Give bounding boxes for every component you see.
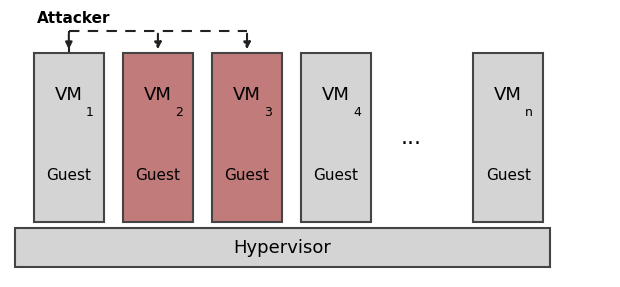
Text: VM: VM [322,86,350,104]
Text: Guest: Guest [224,168,270,183]
Text: Guest: Guest [46,168,91,183]
FancyBboxPatch shape [301,53,371,222]
Text: Hypervisor: Hypervisor [233,238,331,257]
Text: VM: VM [55,86,82,104]
Text: n: n [525,106,533,119]
FancyBboxPatch shape [473,53,544,222]
Text: Guest: Guest [135,168,180,183]
Text: Guest: Guest [485,168,531,183]
FancyBboxPatch shape [15,228,550,267]
Text: 3: 3 [264,106,272,119]
FancyBboxPatch shape [33,53,104,222]
Text: VM: VM [494,86,522,104]
FancyBboxPatch shape [211,53,282,222]
Text: VM: VM [233,86,261,104]
FancyBboxPatch shape [123,53,193,222]
Text: 4: 4 [353,106,361,119]
Text: VM: VM [144,86,172,104]
Text: ...: ... [401,128,422,148]
Text: 2: 2 [175,106,183,119]
Text: Guest: Guest [314,168,358,183]
Text: Attacker: Attacker [37,11,110,26]
Text: 1: 1 [86,106,94,119]
